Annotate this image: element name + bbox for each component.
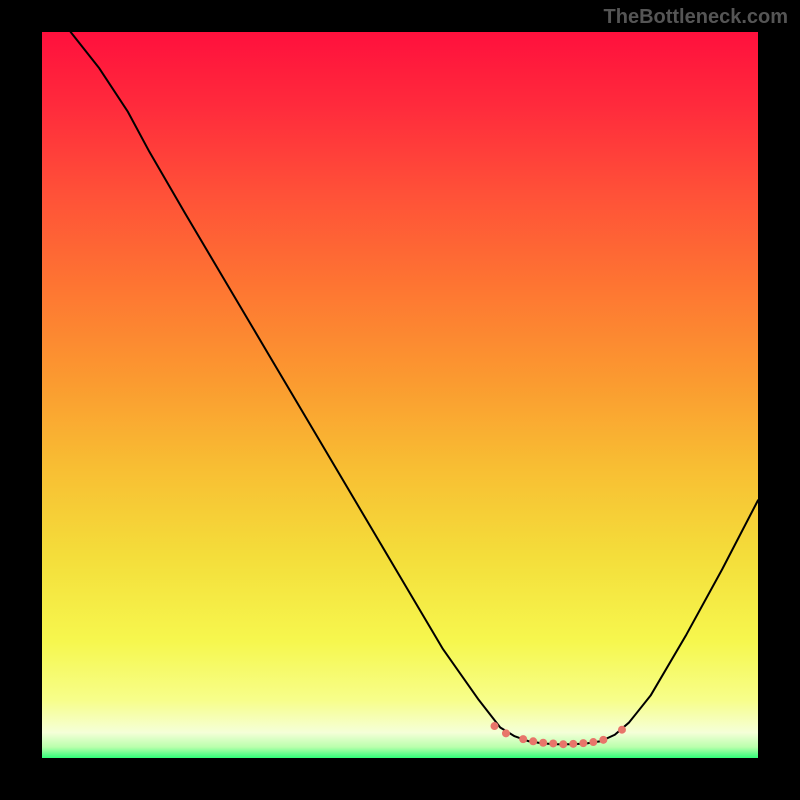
plot-svg — [42, 32, 758, 758]
marker-point — [529, 737, 537, 745]
plot-area — [42, 32, 758, 758]
marker-point — [539, 739, 547, 747]
marker-point — [502, 729, 510, 737]
watermark-text: TheBottleneck.com — [604, 6, 788, 29]
marker-point — [579, 739, 587, 747]
marker-point — [559, 740, 567, 748]
marker-point — [569, 740, 577, 748]
chart-container: TheBottleneck.com — [0, 0, 800, 800]
marker-point — [491, 722, 499, 730]
marker-point — [618, 726, 626, 734]
marker-point — [519, 735, 527, 743]
marker-point — [589, 738, 597, 746]
gradient-background — [42, 32, 758, 758]
marker-point — [599, 736, 607, 744]
marker-point — [549, 739, 557, 747]
